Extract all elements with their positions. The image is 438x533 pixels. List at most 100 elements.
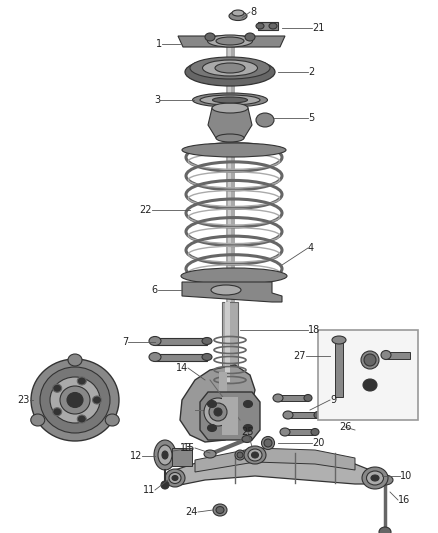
Ellipse shape [377,475,393,485]
Ellipse shape [215,63,245,73]
Ellipse shape [264,439,272,447]
Text: 5: 5 [308,113,314,123]
Ellipse shape [31,414,45,426]
Ellipse shape [251,452,258,458]
Ellipse shape [362,467,388,489]
Ellipse shape [200,95,260,105]
Polygon shape [208,108,252,138]
Ellipse shape [169,472,181,483]
Ellipse shape [68,354,82,366]
Ellipse shape [31,359,119,441]
Bar [222,397,238,435]
Ellipse shape [205,33,215,41]
Ellipse shape [244,446,266,464]
Ellipse shape [77,415,86,423]
Bar [226,40,234,310]
Ellipse shape [202,353,212,360]
Ellipse shape [304,394,312,401]
Ellipse shape [213,504,227,516]
Ellipse shape [161,481,169,489]
Ellipse shape [244,400,252,408]
Ellipse shape [149,352,161,361]
Ellipse shape [165,469,185,487]
Ellipse shape [182,143,286,157]
Bar [278,395,308,401]
Ellipse shape [181,268,287,284]
Ellipse shape [67,392,83,408]
Ellipse shape [204,450,216,458]
Ellipse shape [269,23,277,29]
Ellipse shape [202,60,258,76]
Text: 26: 26 [339,422,351,432]
Ellipse shape [40,367,110,433]
Ellipse shape [53,408,62,416]
Ellipse shape [229,12,247,20]
Ellipse shape [208,424,216,432]
Ellipse shape [273,394,283,402]
Polygon shape [178,36,285,47]
Bar [335,342,343,397]
Polygon shape [175,456,375,486]
Ellipse shape [154,440,176,470]
Text: 11: 11 [143,485,155,495]
Ellipse shape [248,449,262,461]
Ellipse shape [60,386,90,414]
Ellipse shape [379,527,391,533]
Ellipse shape [232,10,244,16]
Ellipse shape [149,336,161,345]
Bar [219,372,227,422]
Ellipse shape [204,398,232,426]
Ellipse shape [208,35,252,47]
Ellipse shape [162,451,168,459]
Ellipse shape [211,285,241,295]
Ellipse shape [53,384,62,392]
Ellipse shape [237,452,243,458]
Ellipse shape [332,336,346,344]
Polygon shape [180,365,255,442]
Bar [225,302,230,382]
Polygon shape [200,392,260,440]
Text: 25: 25 [242,427,254,437]
Ellipse shape [311,429,319,435]
Ellipse shape [256,23,264,29]
Text: 21: 21 [312,23,325,33]
Ellipse shape [216,37,244,45]
Bar [155,338,207,345]
Ellipse shape [245,33,255,41]
Ellipse shape [172,475,178,481]
Bar [172,448,192,466]
Ellipse shape [77,377,86,385]
Ellipse shape [364,354,376,366]
Ellipse shape [363,379,377,391]
Ellipse shape [209,403,227,421]
Ellipse shape [158,445,172,465]
Polygon shape [182,282,282,302]
Bar [228,40,231,310]
Text: 22: 22 [139,205,152,215]
Ellipse shape [92,396,102,404]
Text: 10: 10 [400,471,412,481]
Polygon shape [195,448,355,472]
Ellipse shape [280,428,290,436]
Bar [216,372,244,422]
Ellipse shape [212,103,248,113]
Ellipse shape [261,437,275,449]
Text: 9: 9 [330,395,336,405]
Ellipse shape [314,411,322,418]
Ellipse shape [208,400,216,408]
Ellipse shape [256,113,274,127]
Text: 4: 4 [308,243,314,253]
Text: 8: 8 [250,7,256,17]
Bar [222,302,238,382]
Text: 2: 2 [308,67,314,77]
Text: 18: 18 [308,325,320,335]
Ellipse shape [361,351,379,369]
Bar [288,412,318,418]
Ellipse shape [244,424,252,432]
Ellipse shape [283,411,293,419]
Ellipse shape [216,134,244,142]
Text: 12: 12 [130,451,142,461]
Text: 14: 14 [176,363,188,373]
Bar [318,330,418,420]
Bar [155,354,207,361]
